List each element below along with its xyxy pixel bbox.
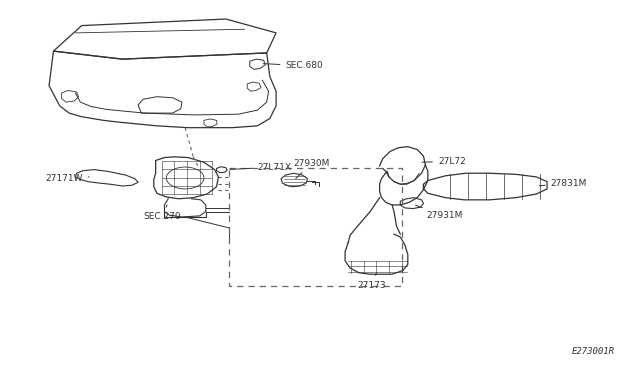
Text: 27931M: 27931M <box>415 205 463 220</box>
Text: 27L71X: 27L71X <box>230 163 291 171</box>
Text: 27173: 27173 <box>358 273 387 290</box>
Text: SEC.270: SEC.270 <box>143 205 180 221</box>
Text: 27171W: 27171W <box>45 174 89 183</box>
Text: 27831M: 27831M <box>539 179 587 187</box>
Text: SEC.680: SEC.680 <box>263 61 323 70</box>
Text: E273001R: E273001R <box>572 347 615 356</box>
Text: 27930M: 27930M <box>294 159 330 179</box>
Text: 27L72: 27L72 <box>422 157 466 166</box>
